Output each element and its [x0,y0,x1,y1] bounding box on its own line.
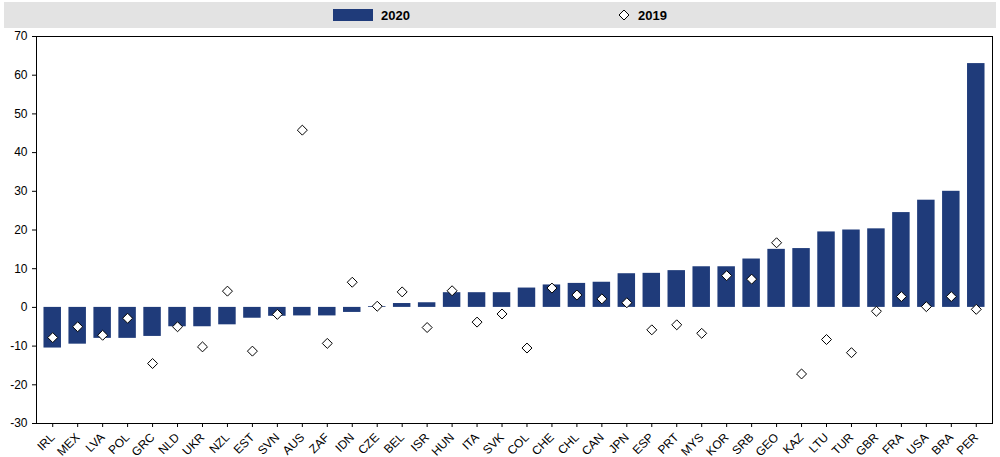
svg-text:KOR: KOR [703,430,732,457]
svg-text:-10: -10 [10,339,28,353]
svg-text:CAN: CAN [579,430,607,457]
svg-text:JPN: JPN [606,430,632,456]
svg-text:GRC: GRC [129,430,158,457]
svg-text:40: 40 [14,145,28,159]
svg-text:CHE: CHE [529,430,557,457]
svg-text:10: 10 [14,262,28,276]
svg-text:BEL: BEL [381,430,407,456]
svg-text:LTU: LTU [806,430,831,455]
svg-text:PER: PER [954,430,982,457]
svg-text:POL: POL [106,430,133,457]
svg-text:50: 50 [14,107,28,121]
svg-text:20: 20 [14,223,28,237]
svg-text:LVA: LVA [83,430,108,455]
svg-text:SVK: SVK [480,430,507,457]
svg-text:GBR: GBR [853,430,882,457]
svg-text:NZL: NZL [206,430,232,456]
svg-text:MEX: MEX [54,430,82,457]
svg-text:IDN: IDN [333,430,358,455]
svg-text:CHL: CHL [555,430,582,457]
svg-text:COL: COL [504,430,532,457]
svg-text:ZAF: ZAF [306,430,332,456]
svg-text:GEO: GEO [753,430,782,457]
svg-text:ITA: ITA [459,430,481,452]
svg-text:PRT: PRT [655,430,682,457]
svg-text:KAZ: KAZ [780,430,806,456]
html-text:2019: 2019 [638,7,667,23]
svg-text:SVN: SVN [255,430,282,457]
svg-text:NLD: NLD [155,430,182,457]
svg-text:70: 70 [14,29,28,43]
svg-text:SRB: SRB [729,430,756,457]
html-text:2020: 2020 [381,7,410,23]
svg-text:HUN: HUN [429,430,457,457]
svg-text:TUR: TUR [829,430,857,457]
svg-text:-30: -30 [10,416,28,430]
svg-text:BRA: BRA [929,430,956,457]
svg-text:EST: EST [231,430,258,457]
svg-text:UKR: UKR [180,430,208,457]
svg-text:IRL: IRL [34,430,58,454]
svg-text:FRA: FRA [879,430,906,457]
svg-text:60: 60 [14,68,28,82]
svg-text:MYS: MYS [678,430,706,457]
svg-text:0: 0 [21,300,28,314]
svg-text:-20: -20 [10,378,28,392]
svg-text:ISR: ISR [408,430,432,454]
svg-text:AUS: AUS [280,430,307,457]
svg-text:ESP: ESP [630,430,657,457]
svg-text:USA: USA [904,430,931,457]
svg-text:30: 30 [14,184,28,198]
svg-text:CZE: CZE [355,430,382,457]
